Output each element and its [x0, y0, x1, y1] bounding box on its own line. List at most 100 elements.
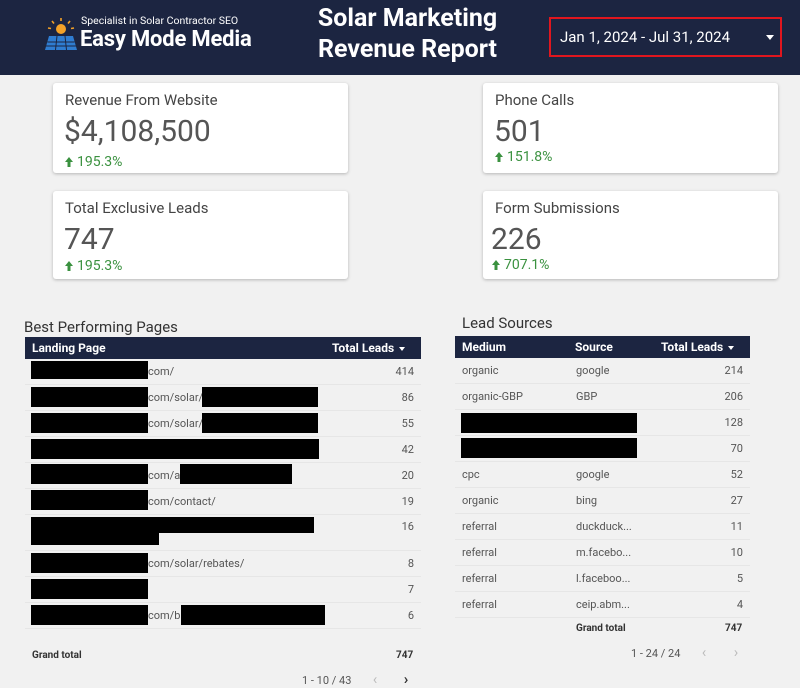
- table-row[interactable]: com/solar/rebates/ 8: [25, 551, 421, 577]
- medium-cell: organic-GBP: [462, 390, 523, 403]
- grand-total-value: 747: [725, 623, 743, 634]
- scorecard-change: 707.1%: [492, 257, 549, 273]
- table-row[interactable]: 128: [455, 410, 750, 436]
- table-row[interactable]: com/solar/ 55: [25, 411, 421, 437]
- sort-desc-icon: [399, 346, 406, 351]
- landing-page-cell: com/: [148, 365, 175, 378]
- total-leads-cell: 55: [401, 417, 414, 430]
- logo: Specialist in Solar Contractor SEO Easy …: [43, 12, 283, 60]
- redacted-text: [31, 439, 319, 459]
- redacted-text: [31, 517, 314, 533]
- medium-cell: organic: [462, 494, 499, 507]
- total-leads-cell: 214: [724, 364, 743, 377]
- total-leads-cell: 8: [407, 557, 414, 570]
- source-cell: google: [576, 468, 610, 481]
- table-row[interactable]: organic-GBP GBP 206: [455, 384, 750, 410]
- table-row[interactable]: com/solar/ 86: [25, 385, 421, 411]
- redacted-text: [461, 438, 637, 458]
- redacted-text: [461, 413, 637, 433]
- arrow-up-icon: [492, 260, 500, 271]
- pagination-label: 1 - 10 / 43: [302, 674, 352, 687]
- landing-page-cell: com/solar/rebates/: [148, 557, 245, 570]
- table-row[interactable]: com/ 414: [25, 359, 421, 385]
- table-row[interactable]: com/contact/ 19: [25, 489, 421, 515]
- source-cell: google: [576, 364, 610, 377]
- sources-table-title: Lead Sources: [462, 314, 553, 332]
- chevron-left-icon[interactable]: ‹: [372, 670, 378, 688]
- grand-total-label: Grand total: [576, 623, 626, 634]
- table-row[interactable]: 7: [25, 577, 421, 603]
- chevron-right-icon[interactable]: ›: [403, 670, 409, 688]
- medium-cell: cpc: [462, 468, 480, 481]
- table-row[interactable]: com/b 6: [25, 603, 421, 629]
- redacted-text: [181, 605, 325, 625]
- date-range-picker[interactable]: Jan 1, 2024 - Jul 31, 2024: [549, 17, 782, 57]
- total-leads-cell: 86: [401, 391, 414, 404]
- scorecard-exclusive-leads: Total Exclusive Leads 747 195.3%: [53, 191, 348, 279]
- scorecard-change-value: 707.1%: [504, 257, 550, 273]
- table-row[interactable]: organic google 214: [455, 358, 750, 384]
- redacted-text: [31, 579, 148, 599]
- scorecard-change: 195.3%: [65, 258, 122, 274]
- redacted-text: [31, 361, 148, 379]
- report-title: Solar Marketing Revenue Report: [317, 4, 498, 64]
- total-leads-cell: 27: [730, 494, 743, 507]
- pages-table-title: Best Performing Pages: [24, 318, 178, 336]
- table-row[interactable]: 42: [25, 437, 421, 463]
- table-row[interactable]: cpc google 52: [455, 462, 750, 488]
- scorecard-change-value: 195.3%: [77, 154, 123, 170]
- total-leads-cell: 42: [401, 443, 414, 456]
- pages-table-header: Landing Page Total Leads: [25, 337, 421, 359]
- table-row[interactable]: 16: [25, 515, 421, 551]
- table-row[interactable]: organic bing 27: [455, 488, 750, 514]
- table-row[interactable]: referral ceip.abm... 4: [455, 592, 750, 618]
- medium-cell: referral: [462, 520, 497, 533]
- table-row[interactable]: 70: [455, 436, 750, 462]
- report-header: Specialist in Solar Contractor SEO Easy …: [0, 0, 800, 75]
- scorecard-change-value: 151.8%: [507, 149, 553, 165]
- scorecard-value: 226: [491, 222, 542, 257]
- redacted-text: [202, 387, 318, 407]
- medium-cell: referral: [462, 546, 497, 559]
- redacted-text: [180, 464, 292, 484]
- table-row[interactable]: referral l.faceboo... 5: [455, 566, 750, 592]
- sort-desc-icon: [728, 345, 735, 350]
- column-header-landing-page[interactable]: Landing Page: [32, 341, 106, 355]
- scorecard-phone-calls: Phone Calls 501 151.8%: [483, 83, 778, 173]
- total-leads-cell: 6: [407, 609, 414, 622]
- column-header-total-leads[interactable]: Total Leads: [661, 340, 735, 354]
- table-row[interactable]: com/a 20: [25, 463, 421, 489]
- chevron-left-icon[interactable]: ‹: [701, 643, 707, 661]
- column-header-source[interactable]: Source: [575, 340, 613, 354]
- total-leads-cell: 4: [736, 598, 743, 611]
- scorecard-label: Form Submissions: [495, 199, 620, 217]
- redacted-text: [31, 464, 148, 484]
- redacted-text: [31, 605, 148, 625]
- logo-tagline: Specialist in Solar Contractor SEO: [81, 14, 239, 27]
- scorecard-value: 501: [494, 114, 545, 149]
- pagination-label: 1 - 24 / 24: [631, 647, 681, 660]
- total-leads-cell: 5: [736, 572, 743, 585]
- grand-total-value: 747: [396, 650, 414, 661]
- scorecard-change: 195.3%: [65, 154, 122, 170]
- source-cell: GBP: [576, 390, 598, 403]
- column-header-medium[interactable]: Medium: [462, 340, 507, 354]
- total-leads-cell: 10: [730, 546, 743, 559]
- total-leads-cell: 20: [401, 469, 414, 482]
- chevron-right-icon[interactable]: ›: [733, 643, 739, 661]
- arrow-up-icon: [495, 152, 503, 163]
- total-leads-cell: 7: [407, 583, 414, 596]
- table-row[interactable]: referral duckduck... 11: [455, 514, 750, 540]
- total-leads-cell: 414: [395, 365, 414, 378]
- arrow-up-icon: [65, 157, 73, 168]
- scorecard-change-value: 195.3%: [77, 258, 123, 274]
- scorecard-form-submissions: Form Submissions 226 707.1%: [483, 191, 778, 279]
- total-leads-cell: 16: [401, 520, 414, 533]
- redacted-text: [31, 531, 159, 545]
- column-header-total-leads[interactable]: Total Leads: [332, 341, 406, 355]
- medium-cell: organic: [462, 364, 499, 377]
- landing-page-cell: com/solar/: [148, 417, 204, 430]
- total-leads-cell: 19: [401, 495, 414, 508]
- table-row[interactable]: referral m.facebo... 10: [455, 540, 750, 566]
- solar-panel-logo-icon: [45, 18, 77, 51]
